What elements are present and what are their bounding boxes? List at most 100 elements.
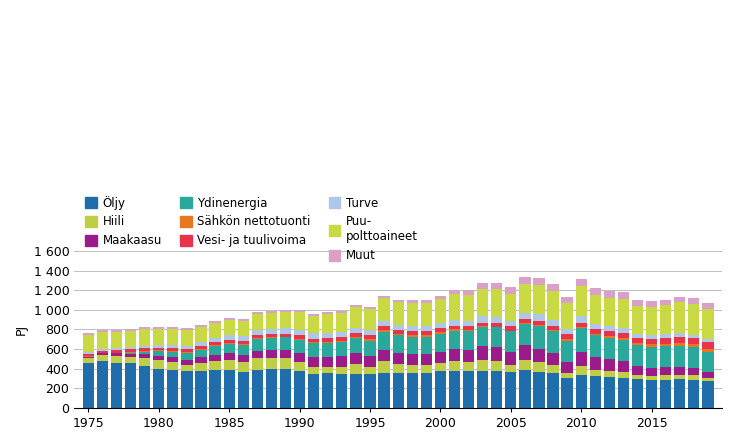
Bar: [407, 373, 418, 408]
Bar: [139, 328, 150, 329]
Bar: [308, 333, 319, 339]
Bar: [280, 328, 291, 334]
Bar: [421, 327, 432, 332]
Bar: [350, 338, 362, 353]
Bar: [322, 373, 333, 408]
Bar: [449, 371, 460, 408]
Bar: [393, 300, 404, 303]
Bar: [97, 356, 108, 361]
Bar: [364, 307, 376, 309]
Bar: [364, 336, 376, 339]
Bar: [209, 355, 220, 361]
Bar: [520, 313, 531, 319]
Bar: [590, 357, 601, 370]
Bar: [252, 336, 263, 338]
Bar: [632, 300, 643, 306]
Bar: [407, 354, 418, 365]
Bar: [280, 337, 291, 350]
Bar: [491, 283, 503, 289]
Bar: [604, 332, 615, 336]
Bar: [223, 340, 235, 343]
Bar: [167, 329, 178, 345]
Bar: [209, 361, 220, 370]
Bar: [111, 353, 122, 356]
Bar: [83, 363, 94, 408]
Bar: [421, 365, 432, 372]
Bar: [97, 353, 108, 356]
Bar: [308, 342, 319, 343]
Bar: [688, 347, 699, 368]
Bar: [632, 343, 643, 345]
Bar: [350, 333, 362, 337]
Bar: [308, 316, 319, 333]
Bar: [322, 338, 333, 342]
Bar: [520, 323, 531, 324]
Bar: [237, 336, 249, 341]
Bar: [618, 340, 629, 361]
Bar: [548, 365, 559, 373]
Bar: [674, 333, 685, 337]
Bar: [181, 365, 192, 371]
Bar: [477, 360, 488, 371]
Bar: [336, 374, 347, 408]
Bar: [153, 350, 164, 351]
Bar: [674, 337, 685, 343]
Bar: [280, 358, 291, 369]
Bar: [393, 372, 404, 408]
Bar: [322, 342, 333, 343]
Bar: [618, 299, 629, 328]
Bar: [646, 380, 657, 408]
Bar: [181, 348, 192, 352]
Bar: [294, 340, 305, 352]
Bar: [421, 300, 432, 303]
Bar: [646, 368, 657, 376]
Bar: [505, 320, 517, 327]
Bar: [435, 296, 446, 299]
Bar: [139, 352, 150, 355]
Bar: [590, 288, 601, 295]
Bar: [223, 344, 235, 353]
Bar: [520, 360, 531, 370]
Bar: [576, 279, 587, 286]
Bar: [167, 345, 178, 348]
Bar: [97, 348, 108, 351]
Bar: [294, 330, 305, 336]
Bar: [181, 360, 192, 365]
Bar: [702, 309, 713, 339]
Bar: [646, 344, 657, 347]
Bar: [463, 290, 474, 295]
Bar: [280, 350, 291, 358]
Bar: [83, 333, 94, 336]
Bar: [505, 365, 517, 372]
Bar: [195, 327, 206, 342]
Bar: [252, 331, 263, 336]
Bar: [407, 336, 418, 337]
Bar: [322, 314, 333, 333]
Bar: [491, 323, 503, 327]
Bar: [209, 323, 220, 338]
Bar: [463, 326, 474, 330]
Bar: [393, 336, 404, 352]
Bar: [125, 332, 136, 347]
Bar: [364, 367, 376, 374]
Bar: [252, 312, 263, 314]
Bar: [674, 367, 685, 375]
Bar: [266, 313, 277, 329]
Bar: [463, 362, 474, 371]
Bar: [646, 335, 657, 339]
Bar: [548, 352, 559, 365]
Bar: [576, 328, 587, 352]
Bar: [195, 371, 206, 408]
Bar: [534, 320, 545, 325]
Bar: [181, 346, 192, 348]
Bar: [195, 325, 206, 327]
Bar: [266, 350, 277, 358]
Bar: [209, 338, 220, 342]
Bar: [139, 366, 150, 408]
Bar: [435, 299, 446, 323]
Bar: [505, 352, 517, 365]
Bar: [562, 329, 573, 334]
Bar: [125, 357, 136, 363]
Bar: [378, 295, 390, 298]
Bar: [435, 334, 446, 352]
